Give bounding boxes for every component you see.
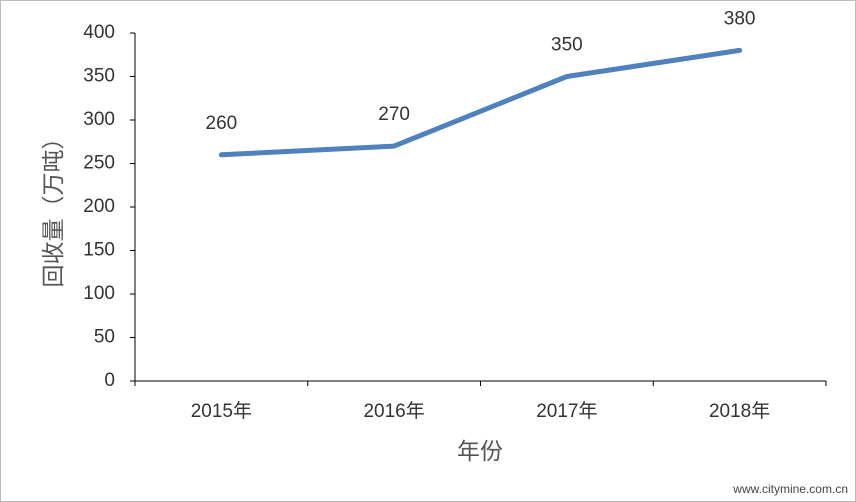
x-tick-label: 2015年	[191, 400, 252, 422]
data-label: 380	[724, 8, 756, 29]
y-tick-label: 100	[83, 283, 115, 304]
y-tick-label: 200	[83, 196, 115, 217]
y-tick-label: 300	[83, 109, 115, 130]
y-tick-label: 50	[94, 327, 115, 348]
y-axis-label: 回收量（万吨）	[40, 127, 66, 288]
data-label: 260	[206, 113, 238, 134]
y-tick-label: 150	[83, 240, 115, 261]
y-tick-label: 400	[83, 22, 115, 43]
x-axis-label: 年份	[457, 438, 503, 464]
y-tick-label: 250	[83, 153, 115, 174]
data-line	[218, 47, 743, 158]
watermark: www.citymine.com.cn	[732, 482, 848, 496]
x-tick-label: 2016年	[363, 400, 424, 422]
data-label: 350	[551, 35, 583, 56]
y-tick-label: 350	[83, 66, 115, 87]
x-tick-label: 2017年	[536, 400, 597, 422]
y-tick-label: 0	[104, 370, 115, 391]
x-tick-label: 2018年	[709, 400, 770, 422]
data-label: 270	[378, 104, 410, 125]
